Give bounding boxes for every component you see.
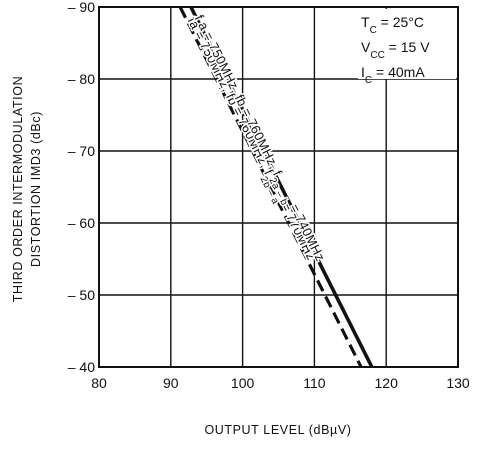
condition-line-3: IC = 40mA [361, 64, 425, 86]
series-lines [178, 7, 374, 367]
tick-labels: 80 90 100 110 120 130 – 40 – 50 – 60 – 70 – 80 – 90 [68, 0, 470, 391]
x-tick-label-90: 90 [163, 375, 179, 391]
x-tick-label-80: 80 [91, 375, 107, 391]
y-tick-label-50: – 50 [68, 287, 95, 303]
condition-line-1: TC = 25°C [361, 14, 424, 36]
series-label-f2a-b: f a = 750MHz, fb = 760MHz, f2a – b = 740… [187, 12, 328, 266]
y-tick-label-40: – 40 [68, 359, 95, 375]
conditions-background [358, 9, 456, 79]
x-tick-label-100: 100 [231, 375, 255, 391]
conditions-box: TC = 25°C VCC = 15 V IC = 40mA [358, 9, 456, 86]
series-line-f2b-a [189, 7, 374, 367]
x-tick-label-120: 120 [375, 375, 399, 391]
x-tick-label-130: 130 [446, 375, 470, 391]
y-axis-title-line-2: DISTORTION IMD3 (dBc) [29, 111, 43, 267]
condition-line-2: VCC = 15 V [361, 39, 430, 61]
y-tick-label-60: – 60 [68, 215, 95, 231]
series-labels: fa = 750MHz, fb = 760MHz, f2b – a = 770M… [183, 11, 329, 266]
y-axis-title-line-1: THIRD ORDER INTERMODULATION [11, 76, 25, 302]
series-line-f2a-b [178, 7, 363, 367]
y-tick-label-70: – 70 [68, 143, 95, 159]
x-tick-label-110: 110 [303, 375, 326, 391]
plot-border [98, 6, 459, 368]
plot-frame [98, 6, 459, 368]
y-tick-label-80: – 80 [68, 71, 95, 87]
y-tick-label-90: – 90 [68, 0, 95, 15]
x-axis-title: OUTPUT LEVEL (dBµV) [204, 423, 351, 437]
